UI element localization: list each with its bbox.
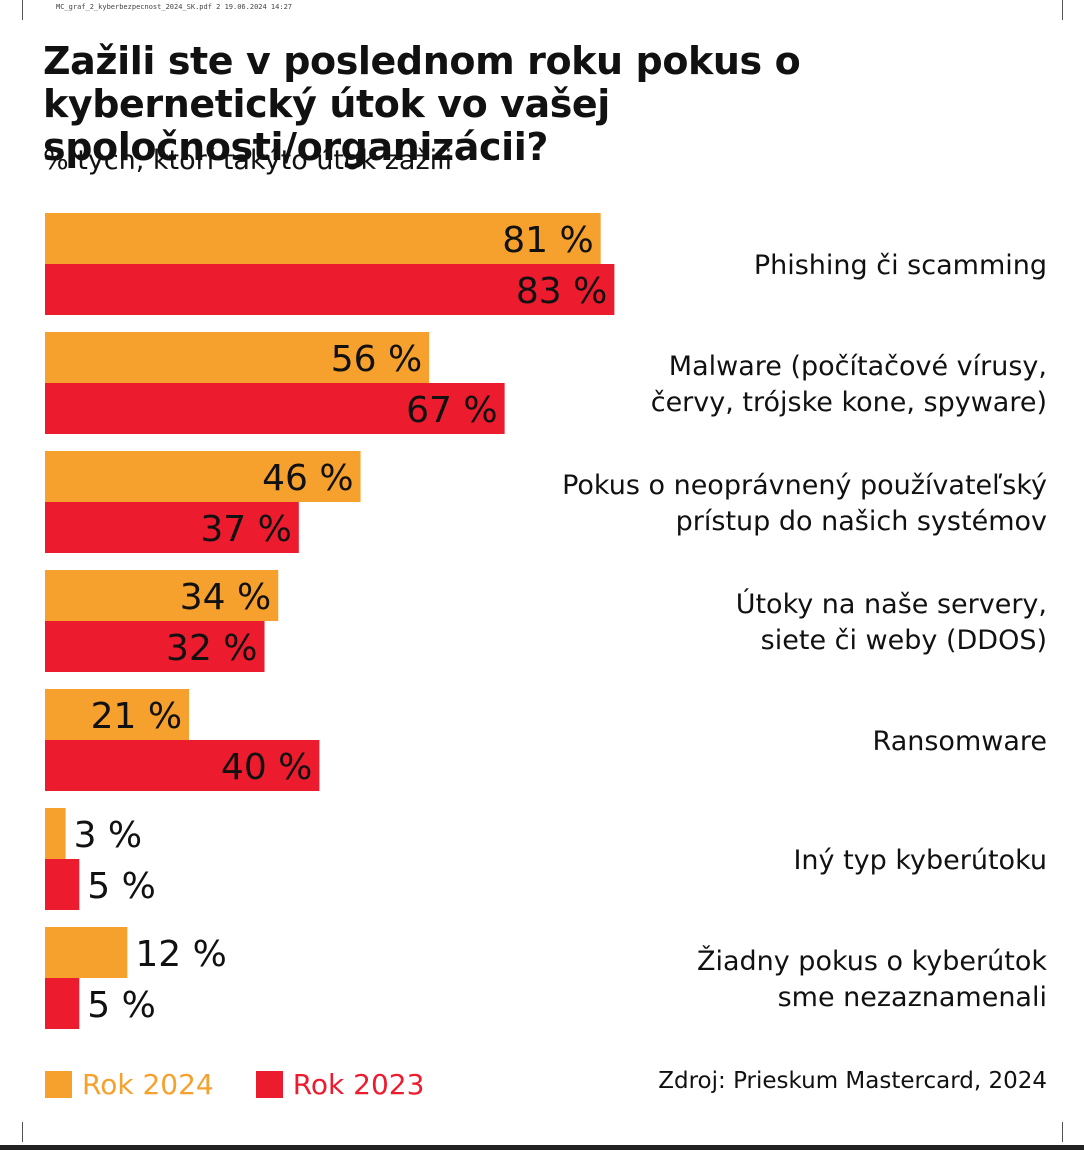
bar-2023-2 [45,502,299,553]
category-label-2-line-0: Pokus o neoprávnený používateľský [562,470,1047,501]
category-label-5-line-0: Iný typ kyberútoku [793,845,1047,876]
bar-2023-0 [45,264,615,315]
chart-title: Zažili ste v poslednom roku pokus o kybe… [43,39,801,169]
data-label-2023-3: 32 % [166,628,257,669]
source-note: Zdroj: Prieskum Mastercard, 2024 [658,1068,1047,1094]
crop-mark-bottom-left [22,1122,23,1142]
data-label-2024-0: 81 % [502,220,593,261]
category-label-1-line-0: Malware (počítačové vírusy, [669,351,1047,382]
legend-item-2024: Rok 2024 [45,1068,214,1101]
bar-2024-0 [45,213,601,264]
category-label-6-line-0: Žiadny pokus o kyberútok [697,945,1047,977]
data-label-2023-6: 5 % [87,985,156,1026]
data-label-2023-4: 40 % [221,747,312,788]
category-label-2-line-1: prístup do našich systémov [676,506,1047,537]
crop-mark-top-left [22,0,23,20]
data-label-2024-3: 34 % [180,577,271,618]
bar-2024-3 [45,570,279,621]
category-label-4-line-0: Ransomware [873,726,1047,757]
bar-2024-2 [45,451,361,502]
bar-2023-3 [45,621,265,672]
data-label-2023-0: 83 % [516,271,607,312]
bar-2024-1 [45,332,430,383]
legend-swatch-2024 [45,1071,72,1098]
data-label-2024-6: 12 % [135,934,226,975]
bar-2024-4 [45,689,190,740]
bar-2023-6 [45,978,80,1029]
bar-2023-4 [45,740,320,791]
data-label-2024-1: 56 % [331,339,422,380]
legend-item-2023: Rok 2023 [255,1068,425,1101]
bar-2023-5 [45,859,80,910]
legend: Rok 2024 Rok 2023 [45,1068,466,1101]
bottom-border [0,1145,1084,1150]
data-label-2024-2: 46 % [262,458,353,499]
data-label-2024-5: 3 % [74,815,143,856]
legend-swatch-2023 [255,1071,283,1098]
file-header: MC_graf_2_kyberbezpecnost_2024_SK.pdf 2 … [56,3,293,11]
category-label-1-line-1: červy, trójske kone, spyware) [651,387,1047,418]
bar-2024-5 [45,808,66,859]
chart-subtitle: % tých, ktorí takýto útok zažili [43,145,453,176]
data-label-2023-5: 5 % [87,866,156,907]
bar-2024-6 [45,927,128,978]
legend-label-2024: Rok 2024 [82,1068,214,1101]
category-label-6-line-1: sme nezaznamenali [778,982,1047,1013]
data-label-2024-4: 21 % [91,696,182,737]
category-label-3-line-0: Útoky na naše servery, [736,588,1047,620]
data-label-2023-1: 67 % [406,390,497,431]
legend-label-2023: Rok 2023 [292,1068,425,1101]
category-label-3-line-1: siete či weby (DDOS) [761,625,1047,656]
crop-mark-bottom-right [1062,1122,1063,1142]
bar-2023-1 [45,383,505,434]
data-label-2023-2: 37 % [200,509,291,550]
category-label-0-line-0: Phishing či scamming [754,250,1047,281]
crop-mark-top-right [1062,0,1063,20]
